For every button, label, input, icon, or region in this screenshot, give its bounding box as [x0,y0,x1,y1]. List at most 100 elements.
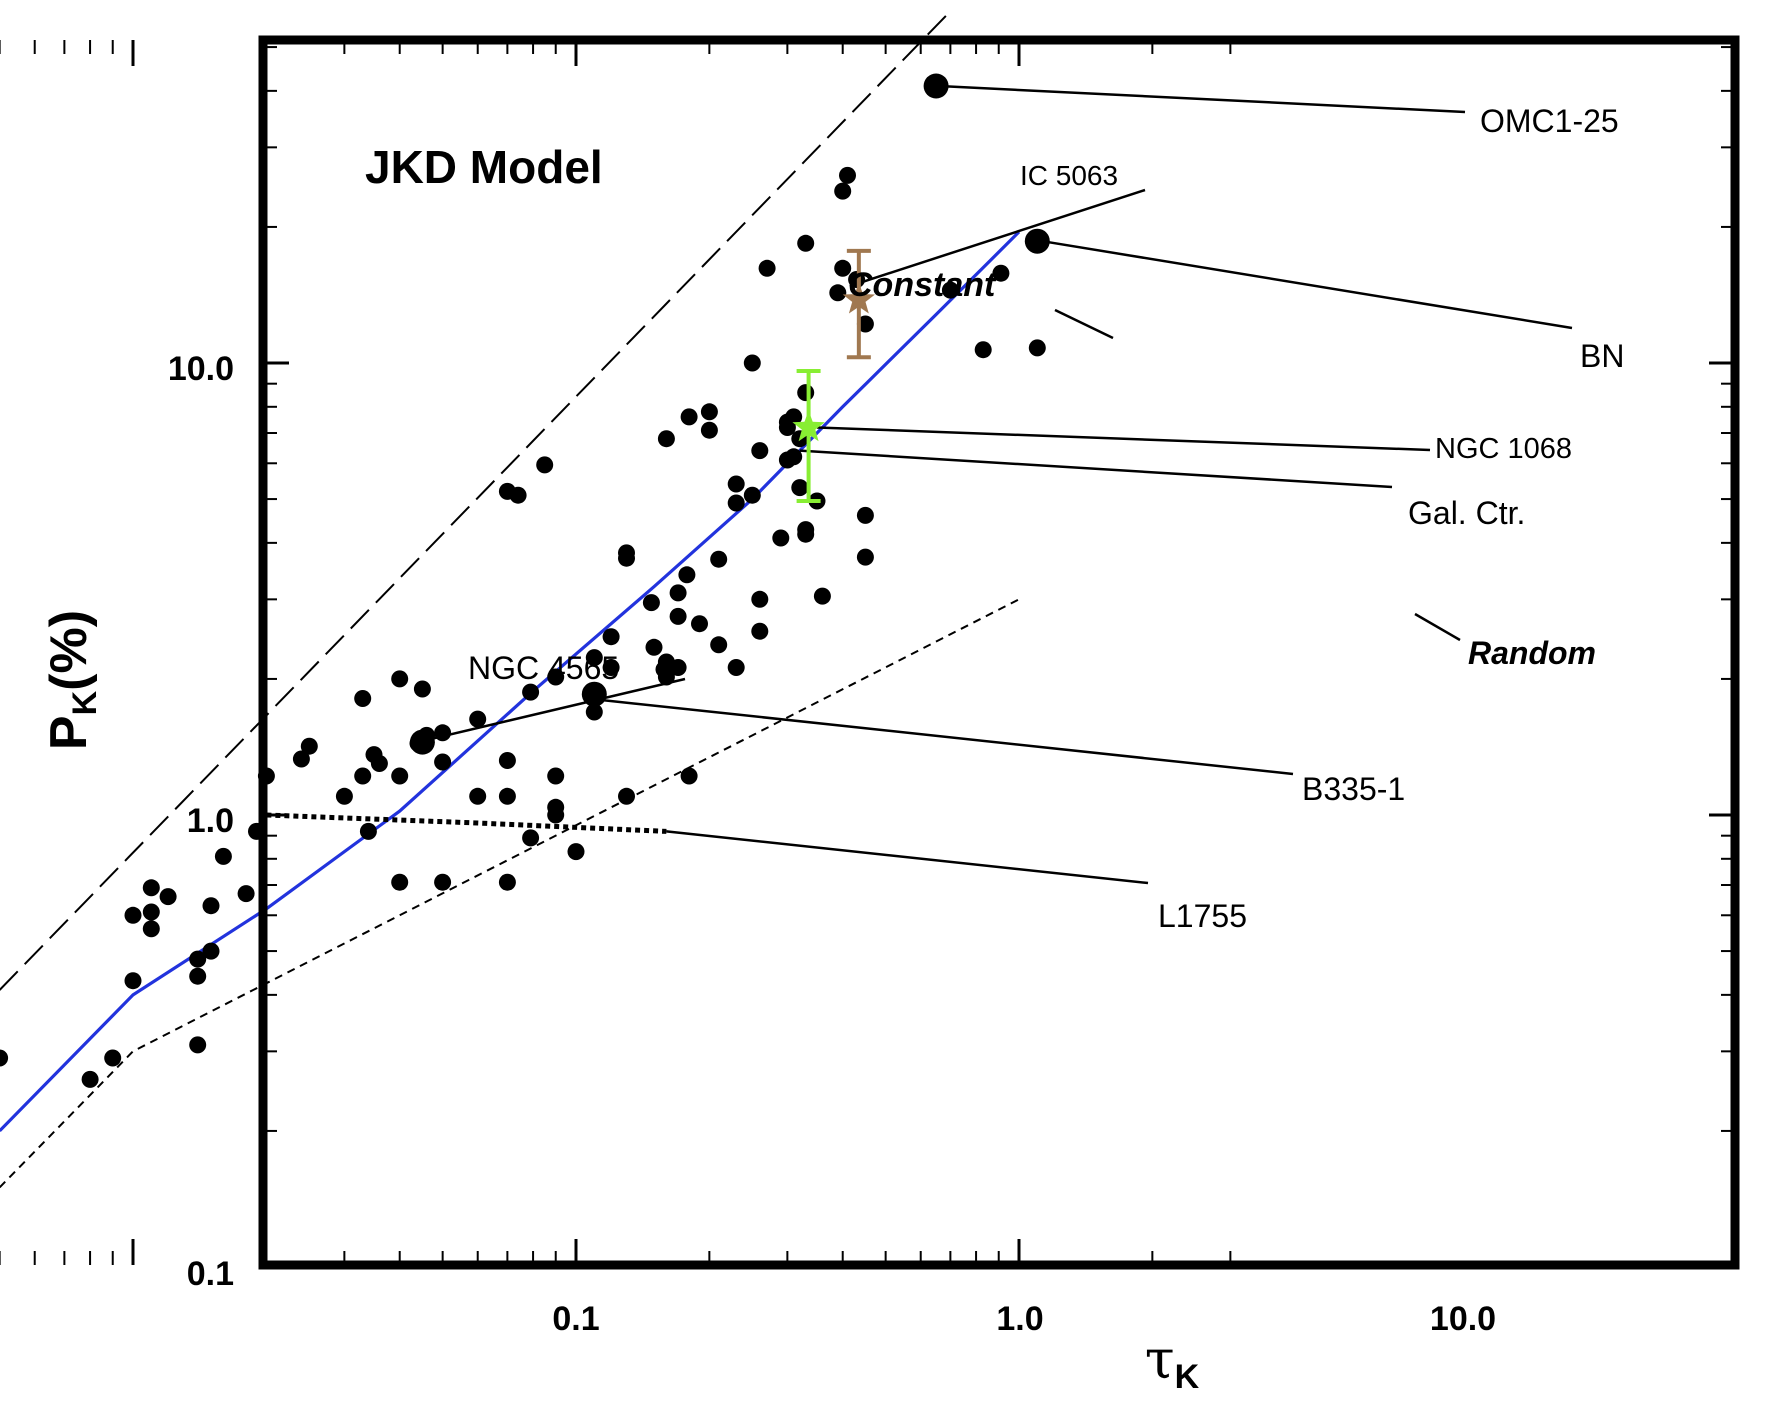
line-random [0,598,1020,1189]
y-tick-label: 1.0 [187,802,234,840]
x-tick-label: 0.1 [552,1300,599,1338]
annotation-b335-1: B335-1 [1302,771,1405,807]
data-point [856,506,874,524]
data-point [202,897,220,915]
data-point [785,448,803,466]
leader-ngc1068 [816,426,1431,452]
data-point [727,494,745,512]
data-point [710,550,728,568]
annotation-ic5063: IC 5063 [1020,160,1118,191]
data-point [498,752,516,769]
data-point [124,972,142,990]
data-point [839,166,856,184]
labeled-data-point [1024,228,1050,254]
data-point [791,479,809,497]
data-point [292,750,310,768]
plot-frame [258,35,1740,1270]
data-point [602,628,620,646]
labeled-data-point [409,729,435,755]
star-marker-ngc-1068 [792,410,825,442]
data-point [159,888,177,906]
leader-ic5063 [849,188,1146,288]
data-point [602,659,620,676]
data-point [202,942,220,960]
data-point [354,767,372,785]
data-point [785,408,803,426]
data-point [359,822,377,840]
annotations: OMC1-25 IC 5063 Constant BN NGC 1068 Gal… [468,103,1624,934]
data-point [413,680,431,698]
data-point [678,566,696,584]
leader-gal-ctr [799,449,1393,489]
data-point [618,787,635,805]
data-point [391,767,409,785]
y-tick-label: 0.1 [187,1255,234,1293]
data-point [0,1049,9,1067]
data-point [834,182,852,200]
data-point [834,259,852,277]
data-point [941,281,959,299]
data-point [81,1070,99,1088]
star-marker-ic-5063 [842,282,875,314]
data-point [142,903,160,921]
data-point [743,486,761,504]
data-point [391,873,409,891]
data-point [669,607,687,625]
y-axis-label-suffix: (%) [40,610,98,691]
x-tick-label: 10.0 [1430,1300,1496,1338]
data-point [469,787,487,805]
annotation-bn: BN [1580,338,1624,374]
line-l1755 [266,812,667,834]
data-points [0,73,1050,1088]
leader-l1755 [666,830,1149,885]
data-point [509,486,527,504]
data-point [354,690,372,707]
data-point [751,590,769,608]
data-point [642,594,660,612]
data-point [142,920,160,938]
data-point [856,315,874,333]
data-point [691,615,708,633]
y-axis-label-sub: K [66,690,104,715]
data-point [498,873,516,891]
data-point [974,341,992,359]
data-point [189,950,207,968]
annotation-l1755: L1755 [1158,898,1247,934]
data-point [700,403,718,421]
leader-ngc4565 [417,677,686,744]
data-point [335,787,353,805]
x-tick-labels: 0.1 1.0 10.0 [552,1300,1496,1338]
x-tick-label: 1.0 [996,1300,1043,1338]
data-point [391,670,409,688]
leader-bn [1042,239,1573,330]
data-point [645,638,663,656]
data-point [214,847,232,865]
annotation-random: Random [1468,635,1596,671]
data-point [669,584,687,602]
y-axis-label-main: P [40,715,98,750]
data-point [727,659,745,676]
data-point [657,430,675,448]
leader-b335-1 [597,698,1294,776]
data-point [856,548,874,566]
data-point [237,885,255,903]
annotation-ngc4565: NGC 4565 [468,650,619,686]
annotation-constant: Constant [848,266,997,304]
y-axis-label: PK(%) [40,610,104,750]
data-point [700,421,718,439]
data-point [727,475,745,493]
y-tick-label: 10.0 [168,350,234,388]
data-point [797,521,815,539]
x-axis-label: τK [1145,1328,1200,1396]
annotation-omc1-25: OMC1-25 [1480,103,1619,139]
data-point [370,755,388,772]
data-point [751,622,769,640]
x-axis-label-sub: K [1175,1358,1200,1396]
data-point [434,873,452,891]
labeled-data-point [923,73,949,99]
leader-omc1-25 [938,84,1466,114]
data-point [547,767,565,785]
data-point [522,829,540,847]
data-point [710,636,728,654]
